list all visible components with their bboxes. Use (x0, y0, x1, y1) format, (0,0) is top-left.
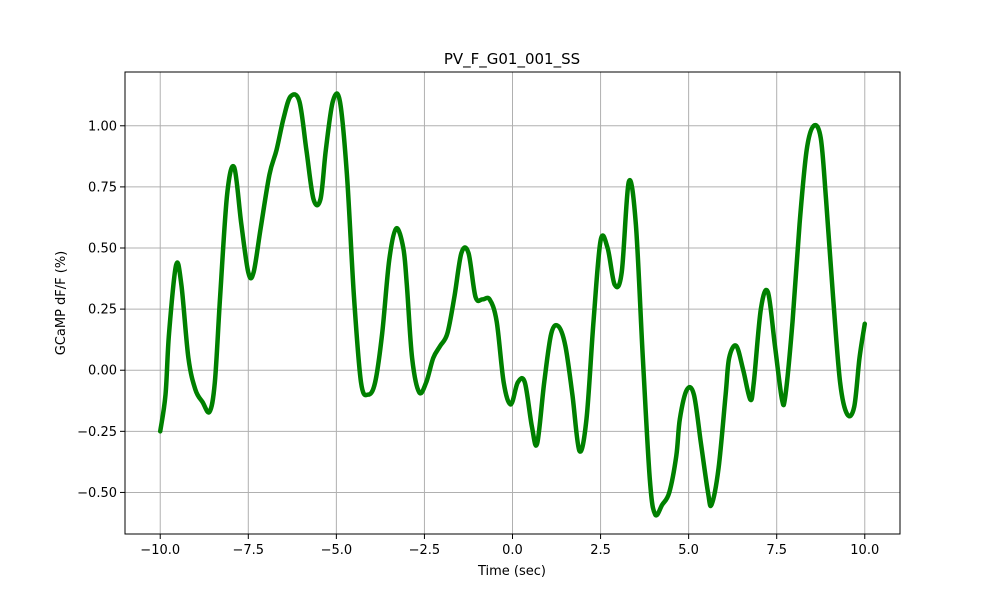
x-tick-label: 10.0 (850, 543, 879, 558)
x-tick-label: −7.5 (233, 543, 265, 558)
x-tick-label: −2.5 (409, 543, 441, 558)
x-tick-label: −5.0 (321, 543, 353, 558)
x-tick-label: 2.5 (590, 543, 611, 558)
y-tick-label: −0.25 (77, 425, 117, 440)
x-tick-label: 5.0 (678, 543, 699, 558)
axis-ticks: −10.0 −7.5 −5.0 −2.5 0.0 2.5 5.0 7.5 10.0 −0.50 −0… (77, 119, 879, 558)
y-tick-label: 0.50 (88, 242, 117, 257)
chart-title: PV_F_G01_001_SS (444, 50, 580, 69)
y-tick-label: 0.75 (88, 180, 117, 195)
series-line (157, 91, 868, 518)
x-tick-label: 0.0 (502, 543, 523, 558)
x-tick-label: 7.5 (766, 543, 787, 558)
x-axis-label: Time (sec) (477, 564, 546, 579)
y-tick-label: 1.00 (88, 119, 117, 134)
x-tick-label: −10.0 (140, 543, 180, 558)
y-tick-label: −0.50 (77, 486, 117, 501)
y-tick-label: 0.00 (88, 364, 117, 379)
y-tick-label: 0.25 (88, 303, 117, 318)
plot-area (157, 91, 868, 518)
y-axis-label: GCaMP dF/F (%) (54, 251, 69, 356)
